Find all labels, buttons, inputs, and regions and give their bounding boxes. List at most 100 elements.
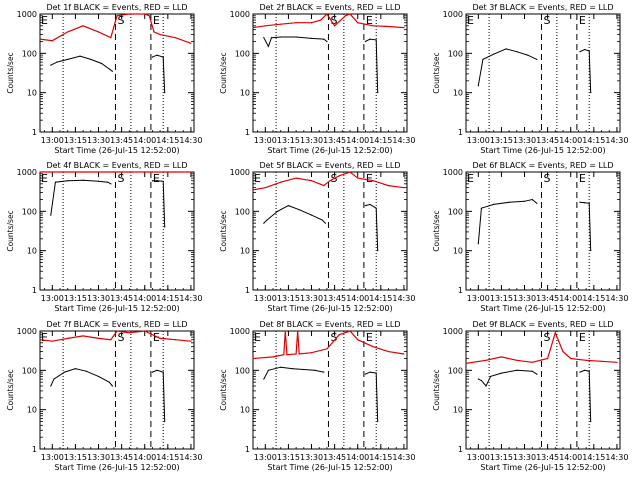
- events-point: [536, 373, 538, 375]
- marker-label: S: [117, 172, 124, 185]
- y-tick-label: 1000: [443, 327, 463, 336]
- events-point: [280, 36, 282, 38]
- lld-point: [82, 171, 84, 173]
- events-point: [516, 51, 518, 53]
- lld-point: [159, 33, 161, 36]
- events-point: [485, 385, 487, 387]
- series-events-line-2: [365, 203, 379, 251]
- chart-panel-6: Det 6f BLACK = Events, RED = LLD E S E 1 10 10…: [432, 161, 628, 313]
- lld-point: [190, 340, 192, 342]
- lld-point: [144, 330, 146, 332]
- lld-point: [465, 362, 467, 365]
- x-tick-label: 14:00: [133, 453, 156, 462]
- lld-point: [148, 15, 150, 17]
- lld-point: [284, 330, 286, 332]
- events-point: [151, 180, 154, 182]
- x-tick-label: 14:30: [179, 294, 202, 303]
- lld-point: [295, 22, 297, 24]
- events-point: [579, 201, 581, 203]
- lld-point: [357, 177, 359, 179]
- lld-point: [334, 25, 336, 27]
- y-axis-label: Counts/sec: [6, 52, 15, 93]
- x-tick-label: 13:15: [490, 453, 513, 462]
- events-point: [156, 180, 158, 182]
- chart-title: Det 5f BLACK = Events, RED = LLD: [259, 161, 400, 170]
- lld-point: [144, 171, 146, 173]
- events-point: [54, 181, 57, 183]
- events-point: [107, 181, 109, 183]
- x-tick-label: 14:15: [369, 294, 392, 303]
- events-point: [50, 64, 52, 66]
- lld-point: [616, 361, 618, 363]
- lld-point: [298, 353, 300, 355]
- series-lld-line: [465, 331, 617, 364]
- x-tick-label: 13:30: [513, 453, 536, 462]
- lld-point: [190, 171, 192, 173]
- y-axis-label: Counts/sec: [432, 369, 441, 410]
- lld-point: [310, 352, 313, 354]
- x-tick-label: 14:30: [605, 453, 628, 462]
- y-tick-label: 1: [458, 286, 463, 295]
- lld-point: [585, 359, 587, 361]
- lld-point: [297, 330, 299, 332]
- lld-point: [280, 181, 282, 183]
- y-tick-label: 10: [240, 247, 250, 256]
- marker-label: E: [41, 331, 48, 344]
- events-point: [53, 378, 55, 380]
- x-axis-label: Start Time (26-Jul-15 12:52:00): [480, 304, 605, 313]
- y-tick-label: 1000: [230, 10, 250, 19]
- y-tick-label: 100: [235, 207, 250, 216]
- y-axis-label: Counts/sec: [219, 210, 228, 251]
- marker-label: S: [543, 14, 550, 27]
- y-axis-label: Counts/sec: [432, 210, 441, 251]
- chart-title: Det 4f BLACK = Events, RED = LLD: [46, 161, 187, 170]
- lld-point: [264, 187, 266, 189]
- y-tick-label: 100: [22, 49, 37, 58]
- events-point: [101, 62, 103, 65]
- series-events-line-1: [263, 366, 324, 380]
- x-tick-label: 13:45: [536, 294, 559, 303]
- y-tick-label: 1000: [17, 327, 37, 336]
- series-events-line-2: [579, 369, 592, 422]
- plot-frame: [39, 13, 195, 133]
- lld-point: [131, 171, 133, 173]
- y-tick-label: 1000: [17, 168, 37, 177]
- events-point: [583, 48, 586, 51]
- x-axis-label: Start Time (26-Jul-15 12:52:00): [54, 146, 179, 155]
- x-tick-label: 13:00: [254, 294, 277, 303]
- lld-point: [280, 23, 282, 25]
- lld-point: [67, 337, 69, 339]
- lld-point: [387, 350, 390, 353]
- x-axis-label: Start Time (26-Jul-15 12:52:00): [480, 146, 605, 155]
- events-point: [590, 250, 592, 252]
- lld-point: [67, 31, 69, 33]
- lld-point: [153, 31, 155, 33]
- x-tick-label: 13:45: [110, 294, 133, 303]
- events-point: [82, 179, 84, 181]
- marker-label: S: [117, 14, 124, 27]
- events-point: [588, 50, 590, 52]
- events-point: [490, 375, 492, 378]
- y-axis-label: Counts/sec: [6, 210, 15, 251]
- plot-frame: [39, 171, 195, 291]
- events-point: [493, 203, 495, 206]
- series-lld-line: [39, 330, 191, 342]
- marker-label: E: [41, 172, 48, 185]
- y-axis-label: Counts/sec: [432, 52, 441, 93]
- lld-point: [310, 22, 313, 24]
- events-point: [323, 38, 325, 40]
- x-tick-label: 13:15: [490, 136, 513, 145]
- x-tick-label: 13:45: [323, 294, 346, 303]
- lld-point: [403, 353, 405, 355]
- chart-title: Det 3f BLACK = Events, RED = LLD: [472, 3, 613, 12]
- chart-panel-2: Det 2f BLACK = Events, RED = LLD S E 1 10 100…: [219, 3, 415, 155]
- events-point: [482, 58, 484, 61]
- x-tick-label: 13:15: [64, 453, 87, 462]
- lld-point: [39, 38, 41, 40]
- series-events-line-2: [152, 180, 166, 228]
- events-point: [590, 420, 592, 423]
- x-tick-label: 13:45: [323, 136, 346, 145]
- x-tick-label: 14:15: [156, 136, 179, 145]
- marker-label: E: [366, 14, 373, 27]
- lld-point: [51, 40, 53, 42]
